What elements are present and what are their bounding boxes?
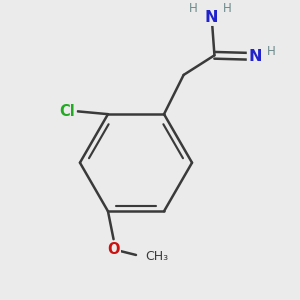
Text: O: O — [107, 242, 120, 257]
Text: H: H — [189, 2, 198, 15]
Text: H: H — [223, 2, 232, 15]
Text: N: N — [205, 10, 218, 25]
Text: N: N — [248, 49, 262, 64]
Text: Cl: Cl — [60, 104, 76, 119]
Text: H: H — [267, 45, 276, 58]
Text: CH₃: CH₃ — [146, 250, 169, 262]
